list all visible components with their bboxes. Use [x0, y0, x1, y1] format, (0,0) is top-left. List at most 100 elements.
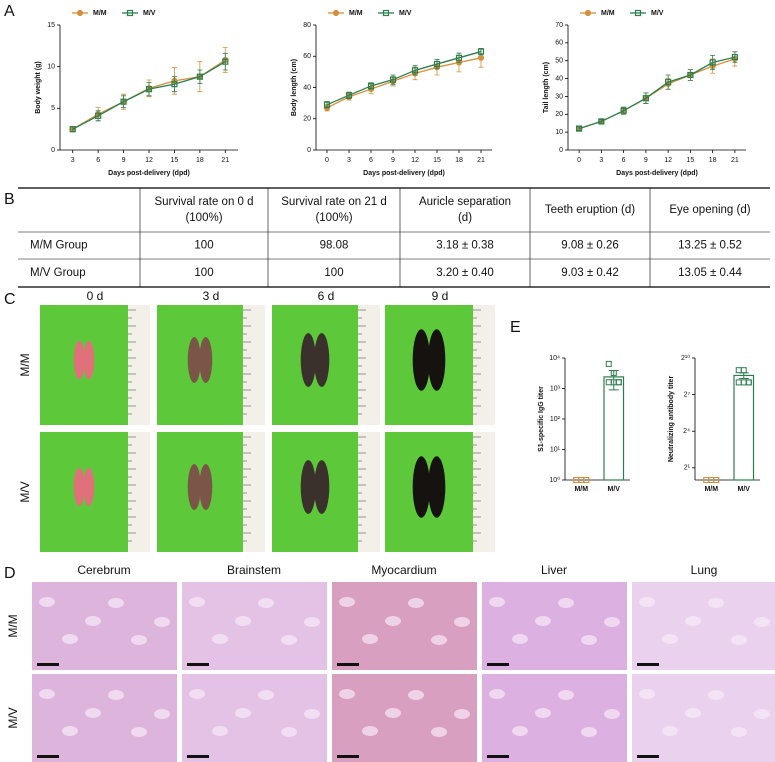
scale-bar	[37, 755, 59, 758]
y-axis-title: Neutralizing antibody titer	[668, 376, 675, 463]
tissue-texture	[431, 635, 447, 645]
tissue-texture	[39, 689, 55, 699]
tissue-texture	[212, 726, 228, 736]
tissue-texture	[604, 617, 620, 627]
tissue-texture	[535, 708, 551, 718]
error-bar	[197, 69, 203, 84]
mouse	[428, 456, 446, 518]
panel-letter: E	[510, 319, 521, 336]
tissue-texture	[304, 709, 320, 719]
y-tick-label: 40	[303, 84, 311, 91]
marker	[145, 86, 153, 93]
mouse	[83, 340, 95, 380]
x-tick-label: M/M	[704, 486, 718, 493]
mouse	[199, 463, 213, 511]
marker	[345, 92, 353, 99]
series-line	[326, 50, 482, 106]
histology-image	[482, 674, 627, 762]
tissue-texture	[281, 635, 297, 645]
data-point	[745, 379, 752, 386]
mouse	[187, 463, 201, 511]
tissue-texture	[258, 598, 274, 608]
x-tick-label: 15	[686, 157, 694, 164]
error-bar	[390, 74, 396, 85]
tissue-texture	[154, 617, 170, 627]
x-tick-label: 9	[644, 157, 648, 164]
tissue-texture	[258, 690, 274, 700]
panel-letter: D	[4, 565, 16, 582]
legend-marker	[634, 9, 642, 17]
histology-image	[32, 582, 177, 670]
row-label: M/M	[6, 614, 20, 637]
data-point	[615, 379, 622, 386]
tissue-texture	[235, 708, 251, 718]
y-tick-label: 2¹⁰	[681, 354, 690, 362]
table-header: Survival rate on 21 d	[281, 196, 386, 208]
mouse	[83, 467, 95, 507]
mouse	[187, 336, 201, 384]
x-tick-label: 3	[71, 157, 75, 164]
error-bar	[412, 65, 418, 76]
y-axis-title: Tail length (cm)	[543, 62, 550, 113]
marker	[731, 54, 738, 61]
histology-image	[332, 582, 477, 670]
tissue-texture	[235, 616, 251, 626]
tissue-texture	[408, 598, 424, 608]
legend-marker	[76, 9, 84, 17]
tissue-texture	[189, 597, 205, 607]
x-tick-label: 18	[196, 157, 204, 164]
y-tick-label: 60	[303, 53, 311, 60]
marker	[411, 67, 419, 74]
x-tick-label: 3	[599, 157, 603, 164]
tissue-texture	[512, 634, 528, 644]
column-label: Liver	[541, 563, 567, 577]
marker	[665, 79, 672, 86]
series-line	[578, 56, 736, 130]
tissue-texture	[685, 708, 701, 718]
error-bar	[171, 76, 177, 93]
marker	[69, 126, 76, 133]
data-point	[735, 379, 742, 386]
tissue-texture	[339, 597, 355, 607]
table-cell: 100	[194, 267, 213, 279]
legend-label: M/M	[601, 10, 615, 17]
column-label: 0 d	[87, 289, 104, 303]
tissue-texture	[385, 616, 401, 626]
marker	[323, 101, 331, 108]
x-tick-label: 9	[122, 157, 126, 164]
x-tick-label: 21	[221, 157, 229, 164]
tissue-texture	[339, 689, 355, 699]
tissue-texture	[431, 727, 447, 737]
mouse	[412, 456, 430, 518]
mouse	[300, 460, 316, 514]
data-point	[740, 379, 747, 386]
tissue-texture	[362, 634, 378, 644]
marker	[576, 125, 583, 132]
y-tick-label: 2¹	[684, 465, 691, 472]
y-tick-label: 15	[47, 22, 55, 29]
x-tick-label: 6	[369, 157, 373, 164]
error-bar	[576, 126, 582, 131]
y-axis-title: Body length (cm)	[291, 59, 298, 116]
histology-image	[632, 674, 775, 762]
marker	[455, 54, 463, 61]
tissue-texture	[304, 617, 320, 627]
mouse	[300, 333, 316, 387]
tissue-texture	[212, 634, 228, 644]
tissue-texture	[604, 709, 620, 719]
error-bar	[121, 95, 127, 108]
mouse	[73, 467, 85, 507]
tissue-texture	[639, 689, 655, 699]
y-tick-label: 60	[555, 40, 563, 47]
y-tick-label: 10	[47, 64, 55, 71]
column-label: Brainstem	[227, 563, 281, 577]
ruler	[243, 305, 265, 425]
tissue-texture	[108, 598, 124, 608]
tissue-texture	[754, 617, 770, 627]
y-tick-label: 10³	[550, 385, 561, 392]
column-label: Cerebrum	[77, 563, 130, 577]
y-tick-label: 40	[555, 75, 563, 82]
table-header: (d)	[458, 212, 472, 224]
